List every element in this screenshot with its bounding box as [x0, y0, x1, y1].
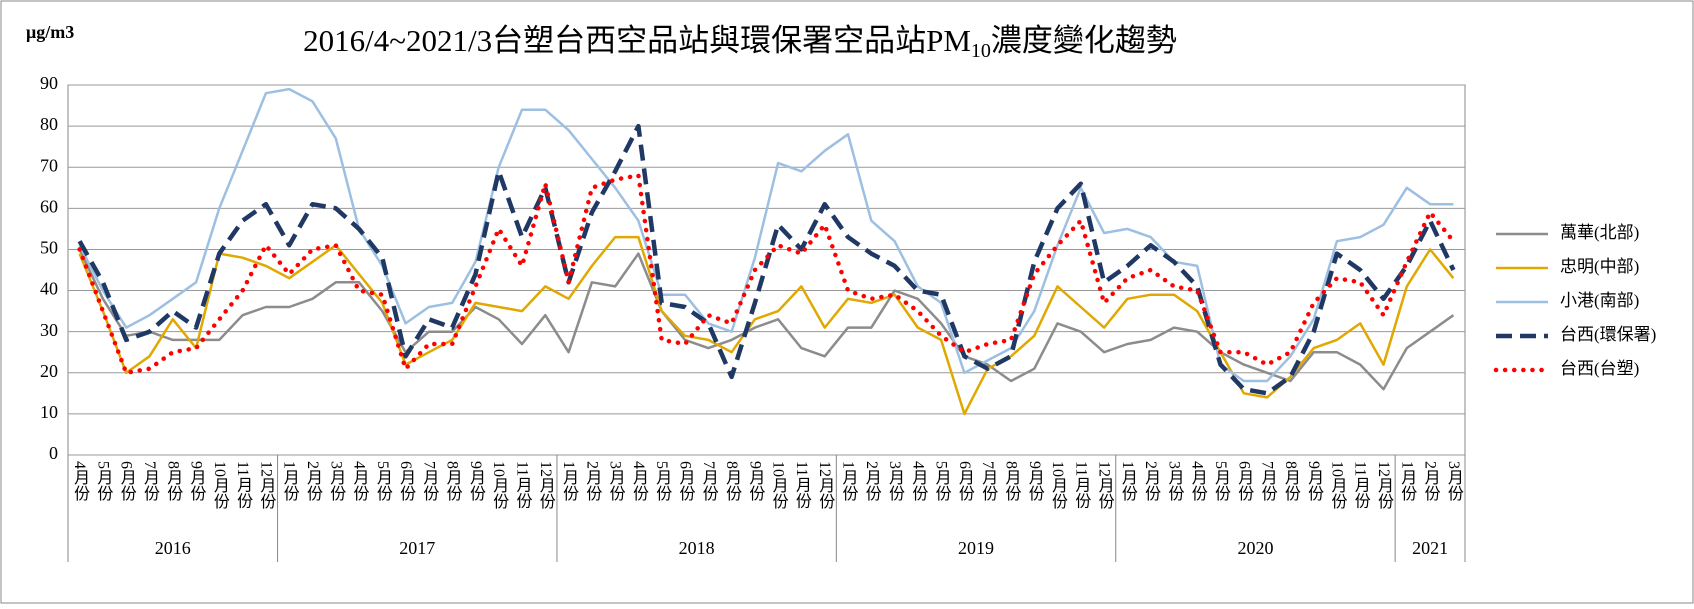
legend-label: 台西(台塑): [1560, 359, 1639, 378]
x-tick-label: 9月份: [188, 461, 207, 502]
x-tick-label: 7月份: [700, 461, 719, 502]
x-tick-label: 8月份: [164, 461, 183, 502]
x-tick-label: 8月份: [723, 461, 742, 502]
x-tick-label: 12月份: [537, 461, 556, 510]
y-tick-label: 40: [40, 279, 58, 299]
x-tick-label: 5月份: [1212, 461, 1231, 502]
x-tick-label: 2月份: [863, 461, 882, 502]
y-tick-label: 70: [40, 155, 58, 175]
series-line: [77, 173, 1456, 376]
x-group-label: 2020: [1237, 538, 1273, 558]
x-tick-label: 5月份: [653, 461, 672, 502]
chart-title: 2016/4~2021/3台塑台西空品站與環保署空品站PM10濃度變化趨勢: [303, 23, 1177, 61]
x-tick-label: 8月份: [1282, 461, 1301, 502]
series-line: [78, 235, 1455, 416]
x-tick-label: 6月份: [1235, 461, 1254, 502]
x-group-label: 2021: [1412, 538, 1448, 558]
y-tick-label: 90: [40, 73, 58, 93]
x-tick-label: 10月份: [770, 461, 789, 510]
x-tick-label: 7月份: [979, 461, 998, 502]
x-tick-label: 2月份: [304, 461, 323, 502]
x-tick-label: 9月份: [1305, 461, 1324, 502]
x-tick-label: 10月份: [1328, 461, 1347, 510]
x-tick-label: 9月份: [1026, 461, 1045, 502]
unit-label: μg/m3: [26, 22, 74, 42]
x-tick-label: 9月份: [467, 461, 486, 502]
x-tick-label: 10月份: [490, 461, 509, 510]
x-tick-label: 12月份: [1096, 461, 1115, 510]
x-tick-label: 5月份: [94, 461, 113, 502]
x-tick-label: 10月份: [211, 461, 230, 510]
x-tick-label: 2月份: [583, 461, 602, 502]
x-tick-label: 8月份: [444, 461, 463, 502]
x-tick-label: 9月份: [746, 461, 765, 502]
x-group-label: 2016: [155, 538, 191, 558]
x-tick-label: 1月份: [281, 461, 300, 502]
legend-label: 小港(南部): [1560, 291, 1639, 310]
y-tick-label: 20: [40, 361, 58, 381]
x-tick-label: 3月份: [327, 461, 346, 502]
x-tick-label: 12月份: [1375, 461, 1394, 510]
x-tick-label: 1月份: [1119, 461, 1138, 502]
x-tick-label: 11月份: [1072, 461, 1091, 509]
x-tick-label: 6月份: [118, 461, 137, 502]
x-tick-label: 5月份: [933, 461, 952, 502]
x-tick-label: 3月份: [1445, 461, 1464, 502]
x-tick-label: 1月份: [839, 461, 858, 502]
x-tick-label: 7月份: [141, 461, 160, 502]
x-group-label: 2019: [958, 538, 994, 558]
x-tick-label: 7月份: [1259, 461, 1278, 502]
y-tick-label: 0: [49, 443, 58, 463]
y-tick-label: 30: [40, 320, 58, 340]
y-tick-label: 60: [40, 196, 58, 216]
x-tick-label: 6月份: [956, 461, 975, 502]
title-main: 2016/4~2021/3台塑台西空品站與環保署空品站PM: [303, 23, 971, 58]
x-tick-label: 3月份: [1165, 461, 1184, 502]
series-line: [78, 248, 1455, 391]
title-suffix: 濃度變化趨勢: [991, 23, 1177, 58]
legend-label: 萬華(北部): [1560, 223, 1639, 242]
y-tick-label: 50: [40, 238, 58, 258]
x-tick-label: 6月份: [397, 461, 416, 502]
x-tick-label: 8月份: [1002, 461, 1021, 502]
x-tick-label: 11月份: [1352, 461, 1371, 509]
x-tick-label: 1月份: [560, 461, 579, 502]
x-tick-label: 2月份: [1142, 461, 1161, 502]
x-tick-label: 12月份: [816, 461, 835, 510]
x-tick-label: 11月份: [514, 461, 533, 509]
y-tick-label: 80: [40, 114, 58, 134]
x-tick-label: 12月份: [257, 461, 276, 510]
x-tick-label: 4月份: [71, 461, 90, 502]
x-tick-label: 7月份: [420, 461, 439, 502]
x-tick-label: 3月份: [607, 461, 626, 502]
x-tick-label: 4月份: [909, 461, 928, 502]
x-tick-label: 10月份: [1049, 461, 1068, 510]
legend-label: 台西(環保署): [1560, 325, 1656, 344]
title-subscript: 10: [971, 40, 991, 62]
x-tick-label: 5月份: [374, 461, 393, 502]
x-group-label: 2018: [679, 538, 715, 558]
x-tick-label: 3月份: [886, 461, 905, 502]
x-tick-label: 11月份: [793, 461, 812, 509]
x-tick-label: 4月份: [630, 461, 649, 502]
x-group-label: 2017: [399, 538, 435, 558]
x-tick-label: 11月份: [234, 461, 253, 509]
y-tick-label: 10: [40, 402, 58, 422]
x-tick-label: 6月份: [677, 461, 696, 502]
x-tick-label: 4月份: [351, 461, 370, 502]
x-tick-label: 1月份: [1398, 461, 1417, 502]
x-tick-label: 2月份: [1422, 461, 1441, 502]
x-tick-label: 4月份: [1189, 461, 1208, 502]
legend-label: 忠明(中部): [1560, 257, 1639, 276]
series-line: [77, 123, 1456, 396]
